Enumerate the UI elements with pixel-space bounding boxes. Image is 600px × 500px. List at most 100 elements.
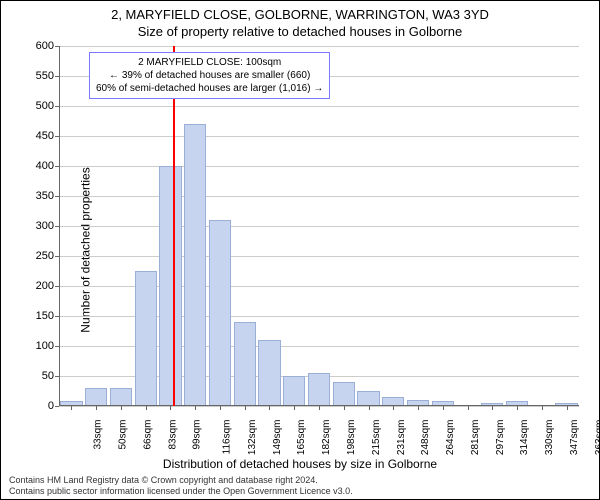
x-tick-label: 116sqm: [222, 420, 233, 455]
y-tick-mark: [55, 166, 59, 167]
x-tick-label: 182sqm: [321, 420, 332, 456]
annotation-box: 2 MARYFIELD CLOSE: 100sqm ← 39% of detac…: [89, 52, 330, 99]
histogram-bar: [283, 376, 305, 406]
y-tick-label: 350: [24, 190, 54, 202]
x-tick-label: 330sqm: [544, 420, 555, 456]
x-tick-label: 132sqm: [247, 420, 258, 456]
x-tick-mark: [269, 406, 270, 410]
y-tick-mark: [55, 106, 59, 107]
x-tick-label: 215sqm: [371, 420, 382, 456]
x-tick-mark: [220, 406, 221, 410]
x-tick-mark: [96, 406, 97, 410]
x-tick-mark: [369, 406, 370, 410]
x-tick-mark: [344, 406, 345, 410]
x-tick-mark: [71, 406, 72, 410]
gridline: [59, 226, 579, 227]
y-tick-mark: [55, 286, 59, 287]
y-axis-line: [59, 46, 60, 406]
gridline: [59, 256, 579, 257]
histogram-bar: [184, 124, 206, 406]
x-tick-mark: [170, 406, 171, 410]
x-tick-label: 149sqm: [272, 420, 283, 456]
y-tick-mark: [55, 226, 59, 227]
x-tick-label: 363sqm: [594, 420, 600, 456]
x-tick-mark: [468, 406, 469, 410]
gridline: [59, 196, 579, 197]
x-tick-mark: [146, 406, 147, 410]
histogram-bar: [258, 340, 280, 406]
x-axis-label: Distribution of detached houses by size …: [1, 457, 599, 471]
histogram-bar: [85, 388, 107, 406]
x-tick-mark: [443, 406, 444, 410]
x-tick-label: 50sqm: [118, 420, 129, 450]
x-tick-label: 248sqm: [420, 420, 431, 456]
x-tick-label: 99sqm: [192, 420, 203, 450]
x-tick-label: 66sqm: [142, 420, 153, 450]
y-tick-label: 100: [24, 340, 54, 352]
histogram-bar: [308, 373, 330, 406]
footer-line1: Contains HM Land Registry data © Crown c…: [9, 475, 353, 486]
x-tick-mark: [567, 406, 568, 410]
x-tick-mark: [542, 406, 543, 410]
y-tick-label: 200: [24, 280, 54, 292]
x-tick-mark: [517, 406, 518, 410]
y-tick-mark: [55, 46, 59, 47]
y-tick-mark: [55, 136, 59, 137]
x-tick-label: 165sqm: [297, 420, 308, 456]
x-tick-mark: [418, 406, 419, 410]
chart-container: 2, MARYFIELD CLOSE, GOLBORNE, WARRINGTON…: [0, 0, 600, 500]
x-tick-mark: [245, 406, 246, 410]
x-tick-label: 281sqm: [470, 420, 481, 456]
x-tick-mark: [195, 406, 196, 410]
y-tick-label: 250: [24, 250, 54, 262]
y-tick-mark: [55, 256, 59, 257]
x-tick-label: 231sqm: [396, 420, 407, 456]
y-tick-mark: [55, 196, 59, 197]
footer-line2: Contains public sector information licen…: [9, 486, 353, 497]
histogram-bar: [209, 220, 231, 406]
histogram-bar: [357, 391, 379, 406]
histogram-bar: [234, 322, 256, 406]
x-tick-label: 347sqm: [569, 420, 580, 456]
x-tick-label: 33sqm: [93, 420, 104, 450]
x-tick-label: 198sqm: [346, 420, 357, 456]
x-tick-label: 314sqm: [519, 420, 530, 456]
y-tick-label: 550: [24, 70, 54, 82]
x-tick-mark: [492, 406, 493, 410]
gridline: [59, 46, 579, 47]
property-marker-line: [173, 46, 175, 406]
y-tick-label: 300: [24, 220, 54, 232]
gridline: [59, 106, 579, 107]
gridline: [59, 136, 579, 137]
y-tick-label: 450: [24, 130, 54, 142]
y-tick-label: 0: [24, 400, 54, 412]
y-tick-label: 150: [24, 310, 54, 322]
gridline: [59, 166, 579, 167]
x-tick-label: 297sqm: [495, 420, 506, 456]
chart-title-line1: 2, MARYFIELD CLOSE, GOLBORNE, WARRINGTON…: [1, 7, 599, 22]
y-tick-mark: [55, 316, 59, 317]
histogram-bar: [159, 166, 181, 406]
y-tick-label: 600: [24, 40, 54, 52]
y-tick-label: 400: [24, 160, 54, 172]
annotation-line1: 2 MARYFIELD CLOSE: 100sqm: [96, 56, 323, 69]
chart-title-line2: Size of property relative to detached ho…: [1, 24, 599, 39]
x-tick-mark: [294, 406, 295, 410]
y-tick-label: 500: [24, 100, 54, 112]
y-tick-mark: [55, 376, 59, 377]
footer: Contains HM Land Registry data © Crown c…: [9, 475, 353, 497]
x-tick-mark: [319, 406, 320, 410]
y-tick-label: 50: [24, 370, 54, 382]
histogram-bar: [110, 388, 132, 406]
plot-area: 2 MARYFIELD CLOSE: 100sqm ← 39% of detac…: [59, 46, 579, 406]
annotation-line2: ← 39% of detached houses are smaller (66…: [96, 69, 323, 82]
histogram-bar: [135, 271, 157, 406]
histogram-bar: [333, 382, 355, 406]
x-tick-label: 83sqm: [167, 420, 178, 450]
y-tick-mark: [55, 406, 59, 407]
x-tick-label: 264sqm: [445, 420, 456, 456]
annotation-line3: 60% of semi-detached houses are larger (…: [96, 82, 323, 95]
x-tick-mark: [121, 406, 122, 410]
y-tick-mark: [55, 346, 59, 347]
y-tick-mark: [55, 76, 59, 77]
